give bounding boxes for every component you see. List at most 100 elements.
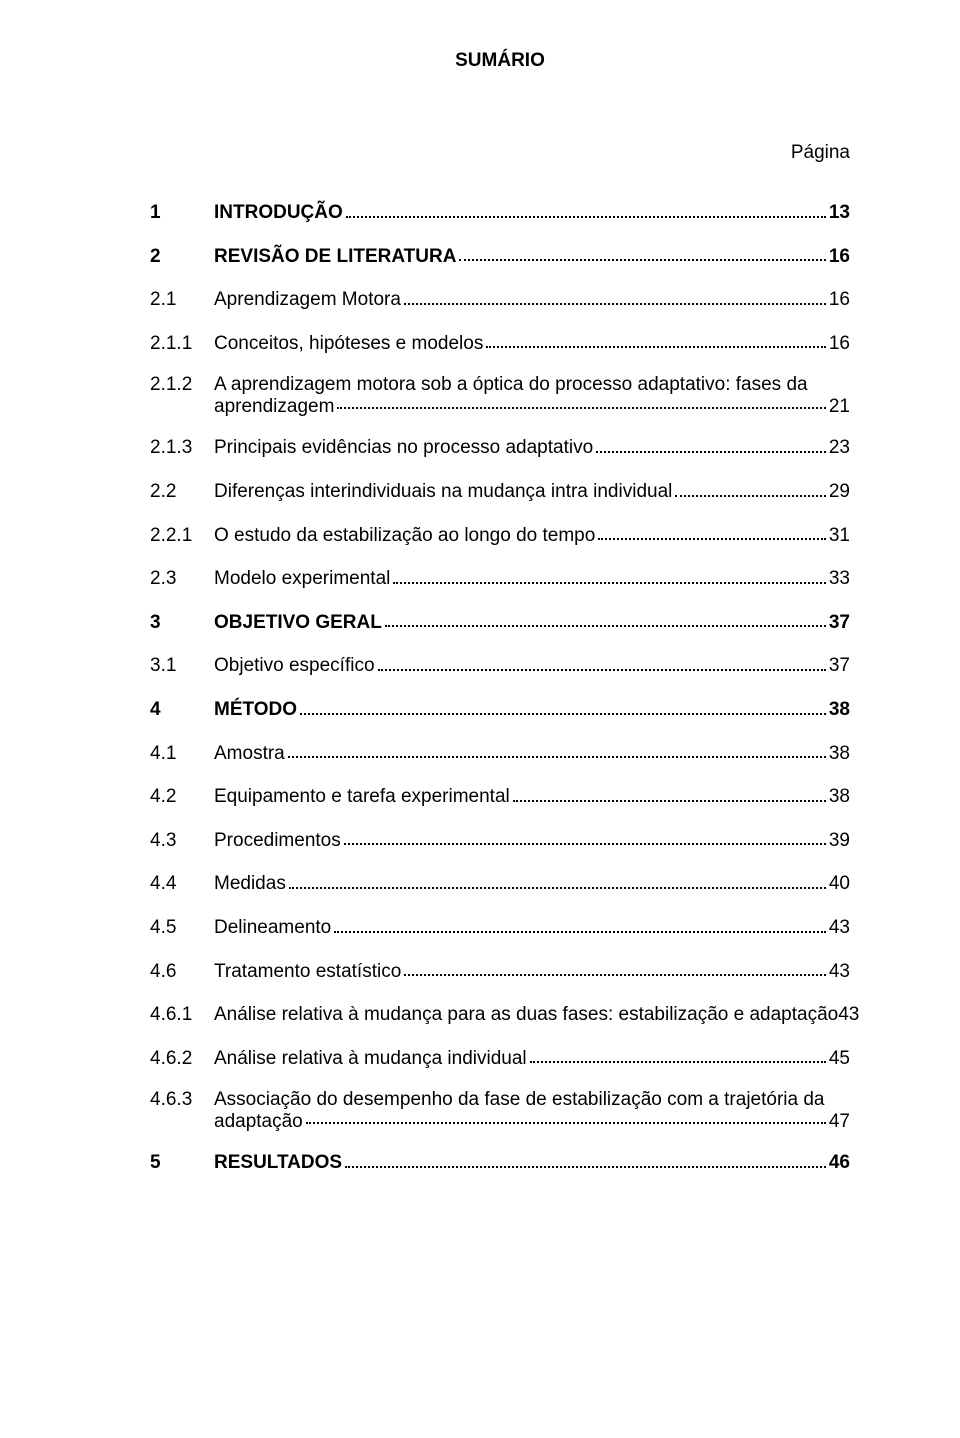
- toc-leader-dots: [337, 406, 825, 409]
- toc-leader-dots: [385, 624, 826, 627]
- toc-text: Equipamento e tarefa experimental: [214, 784, 510, 811]
- toc-entry: 4.6.1Análise relativa à mudança para as …: [150, 1002, 850, 1029]
- toc-entry: 4.6.3Associação do desempenho da fase de…: [150, 1089, 850, 1133]
- toc-page-number: 13: [829, 200, 850, 227]
- toc-entry: 4.5Delineamento 43: [150, 915, 850, 942]
- toc-leader-dots: [306, 1121, 826, 1124]
- toc-entry: 2.1Aprendizagem Motora16: [150, 287, 850, 314]
- toc-text: Análise relativa à mudança para as duas …: [214, 1002, 838, 1029]
- toc-text-cont: adaptação: [214, 1111, 303, 1133]
- toc-page-number: 43: [838, 1002, 859, 1029]
- toc-text: A aprendizagem motora sob a óptica do pr…: [214, 374, 808, 396]
- toc-text: Conceitos, hipóteses e modelos: [214, 331, 483, 358]
- toc-page-number: 16: [829, 244, 850, 271]
- toc-leader-dots: [288, 755, 826, 758]
- toc-text: Objetivo específico: [214, 653, 375, 680]
- toc-text: Principais evidências no processo adapta…: [214, 435, 593, 462]
- toc-page-number: 21: [829, 396, 850, 418]
- toc-page-number: 31: [829, 523, 850, 550]
- document-page: SUMÁRIO Página 1INTRODUÇÃO 13 2REVISÃO DE …: [0, 0, 960, 1438]
- toc-number: 4.6.2: [150, 1046, 214, 1073]
- toc-entry: 3.1Objetivo específico 37: [150, 653, 850, 680]
- toc-page-number: 47: [829, 1111, 850, 1133]
- toc-number: 3.1: [150, 653, 214, 680]
- toc-page-number: 29: [829, 479, 850, 506]
- toc-leader-dots: [404, 973, 826, 976]
- toc-leader-dots: [598, 537, 826, 540]
- toc-page-number: 16: [829, 331, 850, 358]
- toc-text: O estudo da estabilização ao longo do te…: [214, 523, 595, 550]
- page-title: SUMÁRIO: [150, 50, 850, 72]
- toc-number: 4: [150, 697, 214, 724]
- toc-number: 4.5: [150, 915, 214, 942]
- toc-text: Diferenças interindividuais na mudança i…: [214, 479, 672, 506]
- toc-leader-dots: [459, 258, 825, 261]
- toc-number: 2.3: [150, 566, 214, 593]
- toc-page-number: 40: [829, 871, 850, 898]
- toc-number: 2.1.2: [150, 374, 214, 396]
- toc-number: 2.1.3: [150, 435, 214, 462]
- toc-page-number: 38: [829, 697, 850, 724]
- toc-entry: 2.1.1Conceitos, hipóteses e modelos 16: [150, 331, 850, 358]
- toc-entry: 4.3Procedimentos39: [150, 828, 850, 855]
- toc-number: 1: [150, 200, 214, 227]
- toc-page-number: 45: [829, 1046, 850, 1073]
- toc-page-number: 46: [829, 1150, 850, 1177]
- toc-leader-dots: [346, 215, 826, 218]
- toc-leader-dots: [289, 886, 826, 889]
- toc-number: 4.2: [150, 784, 214, 811]
- toc-text: Análise relativa à mudança individual: [214, 1046, 527, 1073]
- page-column-label: Página: [150, 142, 850, 164]
- toc-text: OBJETIVO GERAL: [214, 610, 382, 637]
- toc-page-number: 38: [829, 784, 850, 811]
- toc-leader-dots: [486, 345, 826, 348]
- toc-page-number: 37: [829, 653, 850, 680]
- toc-text: Medidas: [214, 871, 286, 898]
- toc-number: 4.1: [150, 741, 214, 768]
- toc-entry: 4.1Amostra 38: [150, 741, 850, 768]
- toc-text: Aprendizagem Motora: [214, 287, 401, 314]
- toc-page-number: 37: [829, 610, 850, 637]
- toc-number: 3: [150, 610, 214, 637]
- toc-number: 2.2: [150, 479, 214, 506]
- toc-text: MÉTODO: [214, 697, 297, 724]
- toc-leader-dots: [513, 799, 826, 802]
- toc-entry: 2.1.3Principais evidências no processo a…: [150, 435, 850, 462]
- toc-entry: 4MÉTODO 38: [150, 697, 850, 724]
- toc-entry: 3OBJETIVO GERAL 37: [150, 610, 850, 637]
- toc-text: Tratamento estatístico: [214, 959, 401, 986]
- toc-text: Procedimentos: [214, 828, 341, 855]
- toc-number: 2: [150, 244, 214, 271]
- toc-text: Associação do desempenho da fase de esta…: [214, 1089, 825, 1111]
- toc-number: 2.2.1: [150, 523, 214, 550]
- toc-number: 2.1.1: [150, 331, 214, 358]
- toc-leader-dots: [334, 930, 826, 933]
- toc-page-number: 43: [829, 959, 850, 986]
- toc-page-number: 33: [829, 566, 850, 593]
- toc-number: 4.6: [150, 959, 214, 986]
- toc-leader-dots: [675, 494, 825, 497]
- toc-leader-dots: [596, 450, 826, 453]
- toc-entry: 5RESULTADOS 46: [150, 1150, 850, 1177]
- toc-page-number: 39: [829, 828, 850, 855]
- toc-text: INTRODUÇÃO: [214, 200, 343, 227]
- toc-page-number: 43: [829, 915, 850, 942]
- toc-entry: 4.6Tratamento estatístico 43: [150, 959, 850, 986]
- toc-page-number: 38: [829, 741, 850, 768]
- toc-entry: 2.2Diferenças interindividuais na mudanç…: [150, 479, 850, 506]
- toc-text: Delineamento: [214, 915, 331, 942]
- toc-leader-dots: [300, 712, 826, 715]
- toc-leader-dots: [393, 581, 825, 584]
- toc-leader-dots: [530, 1060, 826, 1063]
- toc-number: 4.6.1: [150, 1002, 214, 1029]
- toc-number: 4.4: [150, 871, 214, 898]
- toc-text: Modelo experimental: [214, 566, 390, 593]
- toc-entry: 2.1.2A aprendizagem motora sob a óptica …: [150, 374, 850, 418]
- toc-entry: 1INTRODUÇÃO 13: [150, 200, 850, 227]
- toc-leader-dots: [404, 302, 826, 305]
- toc-number: 5: [150, 1150, 214, 1177]
- toc-entry: 2REVISÃO DE LITERATURA16: [150, 244, 850, 271]
- toc-text: Amostra: [214, 741, 285, 768]
- toc-text: RESULTADOS: [214, 1150, 342, 1177]
- toc-entry: 4.2Equipamento e tarefa experimental 38: [150, 784, 850, 811]
